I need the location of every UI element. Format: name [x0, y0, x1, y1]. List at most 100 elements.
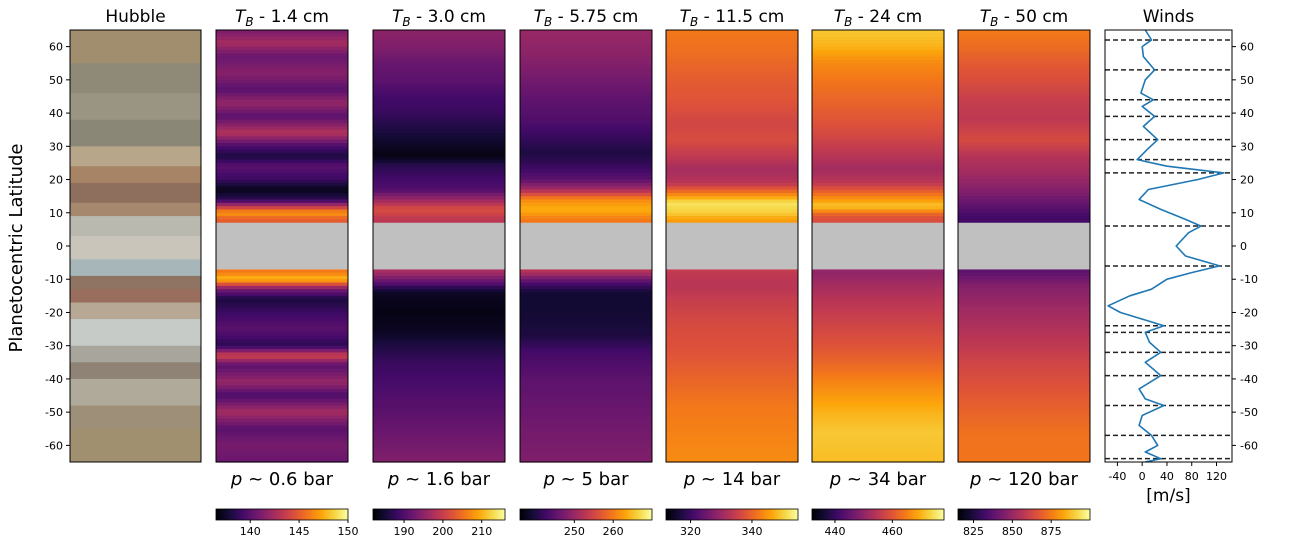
heatmap-row: [373, 182, 505, 187]
heatmap-row: [666, 272, 798, 277]
heatmap-row: [520, 309, 652, 314]
heatmap-row: [373, 275, 505, 280]
y-tick-label: 40: [1240, 107, 1254, 120]
heatmap-row: [373, 79, 505, 84]
heatmap-row: [520, 455, 652, 460]
heatmap-row: [520, 352, 652, 357]
heatmap-row: [520, 358, 652, 363]
heatmap-frame: [811, 29, 945, 463]
heatmap-row: [666, 79, 798, 84]
heatmap-row: [373, 319, 505, 324]
heatmap-row: [812, 199, 944, 204]
heatmap-row: [216, 93, 348, 98]
heatmap-row: [520, 46, 652, 51]
equator-mask: [216, 222, 348, 270]
heatmap-row: [520, 49, 652, 54]
heatmap-row: [373, 398, 505, 403]
heatmap-row: [216, 96, 348, 101]
colorbar-tick-label: 200: [432, 525, 453, 538]
heatmap-row: [216, 355, 348, 360]
heatmap-row: [373, 66, 505, 71]
heatmap-row: [666, 156, 798, 161]
heatmap-row: [666, 415, 798, 420]
heatmap-row: [373, 166, 505, 171]
heatmap-row: [666, 113, 798, 117]
heatmap-row: [958, 282, 1090, 287]
heatmap-row: [666, 269, 798, 274]
colorbar-tick-label: 150: [338, 525, 359, 538]
heatmap-row: [520, 59, 652, 64]
heatmap-row: [812, 73, 944, 78]
heatmap-row: [520, 282, 652, 287]
colorbar: [215, 508, 349, 521]
heatmap-row: [520, 372, 652, 377]
heatmap-row: [812, 149, 944, 154]
heatmap-row: [373, 382, 505, 387]
heatmap-row: [812, 415, 944, 420]
heatmap-row: [216, 206, 348, 211]
heatmap-row: [812, 186, 944, 191]
heatmap-row: [666, 159, 798, 164]
pressure-label: p ~ 120 bar: [969, 469, 1078, 490]
heatmap-row: [812, 202, 944, 207]
heatmap-row: [373, 458, 505, 463]
title-variable: T: [980, 7, 992, 27]
heatmap-row: [812, 279, 944, 284]
colorbar: [665, 508, 799, 521]
heatmap-row: [958, 199, 1090, 204]
heatmap-row: [812, 349, 944, 353]
heatmap-row: [812, 382, 944, 387]
heatmap-row: [373, 136, 505, 141]
heatmap-row: [520, 458, 652, 463]
hubble-band: [70, 428, 201, 463]
heatmap-row: [373, 93, 505, 98]
heatmap-row: [216, 73, 348, 78]
heatmap-row: [520, 166, 652, 171]
heatmap-row: [812, 285, 944, 290]
hubble-band: [70, 302, 201, 320]
heatmap-row: [520, 392, 652, 397]
colorbar-tick-label: 460: [882, 525, 903, 538]
pressure-value: ~ 120 bar: [981, 469, 1078, 490]
heatmap-row: [520, 295, 652, 300]
heatmap-row: [216, 136, 348, 141]
heatmap-row: [520, 398, 652, 403]
colorbar: [957, 508, 1091, 521]
heatmap-row: [216, 345, 348, 350]
heatmap-row: [373, 432, 505, 437]
hubble-band: [70, 362, 201, 380]
heatmap-row: [216, 119, 348, 124]
hubble-band: [70, 259, 201, 277]
hubble-band: [70, 275, 201, 290]
heatmap-row: [812, 329, 944, 333]
y-tick-label: -40: [1240, 373, 1258, 386]
heatmap-row: [520, 219, 652, 224]
heatmap-row: [666, 282, 798, 287]
heatmap-row: [520, 179, 652, 184]
heatmap-row: [812, 315, 944, 320]
heatmap-row: [666, 458, 798, 463]
heatmap-row: [666, 126, 798, 131]
heatmap-row: [812, 299, 944, 304]
heatmap-row: [958, 66, 1090, 71]
y-tick-label: -10: [1240, 273, 1258, 286]
heatmap-row: [812, 272, 944, 277]
heatmap-row: [812, 106, 944, 111]
heatmap-row: [666, 352, 798, 357]
heatmap-row: [520, 272, 652, 277]
heatmap-row: [958, 269, 1090, 274]
heatmap-row: [812, 282, 944, 287]
heatmap-row: [666, 342, 798, 347]
heatmap-row: [812, 179, 944, 184]
heatmap-row: [958, 299, 1090, 304]
pressure-value: ~ 0.6 bar: [242, 469, 333, 490]
hubble-band: [70, 378, 201, 407]
heatmap-row: [812, 136, 944, 141]
heatmap-frame: [957, 29, 1091, 463]
y-tick-label: 10: [1240, 207, 1254, 220]
heatmap-row: [216, 385, 348, 390]
title-subscript: B: [990, 15, 998, 29]
heatmap-row: [812, 36, 944, 41]
colorbar-tick-label: 260: [603, 525, 624, 538]
heatmap-row: [812, 43, 944, 48]
